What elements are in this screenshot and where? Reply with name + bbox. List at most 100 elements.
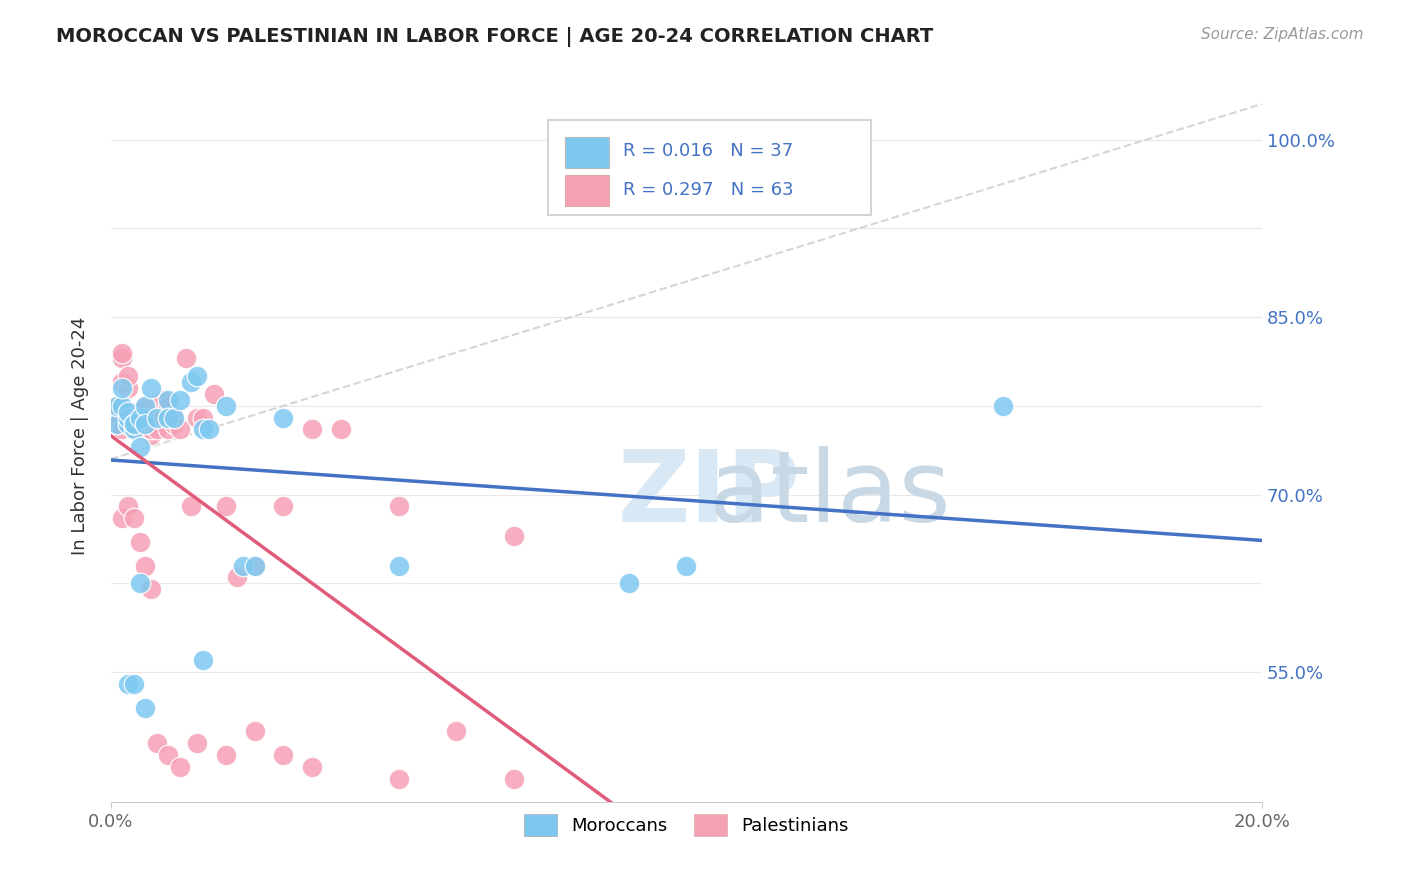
Text: MOROCCAN VS PALESTINIAN IN LABOR FORCE | AGE 20-24 CORRELATION CHART: MOROCCAN VS PALESTINIAN IN LABOR FORCE |… bbox=[56, 27, 934, 46]
Point bbox=[122, 511, 145, 525]
Point bbox=[191, 653, 214, 667]
Point bbox=[122, 410, 145, 425]
Point bbox=[128, 422, 150, 436]
Point bbox=[146, 410, 169, 425]
Point bbox=[139, 422, 162, 436]
Point bbox=[186, 369, 208, 384]
Point bbox=[128, 405, 150, 419]
Point bbox=[330, 422, 353, 436]
Point bbox=[122, 405, 145, 419]
Point bbox=[146, 422, 169, 436]
Point bbox=[122, 417, 145, 431]
Point bbox=[186, 410, 208, 425]
Point bbox=[134, 417, 156, 431]
Point bbox=[139, 582, 162, 597]
Point bbox=[152, 392, 174, 407]
Point bbox=[163, 410, 186, 425]
Point bbox=[117, 405, 139, 419]
Point bbox=[105, 417, 128, 431]
Point bbox=[163, 417, 186, 431]
Point bbox=[387, 558, 409, 573]
Point bbox=[180, 375, 202, 389]
Point bbox=[111, 511, 134, 525]
Point bbox=[215, 747, 238, 762]
Point bbox=[157, 422, 180, 436]
Point bbox=[139, 381, 162, 395]
Text: atlas: atlas bbox=[710, 446, 950, 542]
Point bbox=[157, 747, 180, 762]
Point bbox=[991, 399, 1014, 413]
Point bbox=[122, 422, 145, 436]
Point bbox=[111, 381, 134, 395]
Point bbox=[122, 417, 145, 431]
Point bbox=[128, 410, 150, 425]
Point bbox=[215, 500, 238, 514]
Point bbox=[180, 500, 202, 514]
Point bbox=[117, 417, 139, 431]
Point bbox=[202, 387, 225, 401]
Point bbox=[273, 500, 295, 514]
Point bbox=[117, 410, 139, 425]
Point bbox=[675, 558, 697, 573]
Point bbox=[134, 558, 156, 573]
Point bbox=[111, 399, 134, 413]
Point bbox=[243, 724, 266, 739]
Point bbox=[273, 747, 295, 762]
Point bbox=[111, 375, 134, 389]
Point bbox=[617, 576, 640, 591]
Point bbox=[134, 405, 156, 419]
Point bbox=[117, 369, 139, 384]
Text: R = 0.016   N = 37: R = 0.016 N = 37 bbox=[623, 143, 793, 161]
Legend: Moroccans, Palestinians: Moroccans, Palestinians bbox=[515, 805, 858, 845]
Y-axis label: In Labor Force | Age 20-24: In Labor Force | Age 20-24 bbox=[72, 316, 89, 555]
Point bbox=[111, 351, 134, 366]
Point bbox=[128, 410, 150, 425]
FancyBboxPatch shape bbox=[565, 136, 609, 168]
Point bbox=[128, 440, 150, 454]
Point bbox=[117, 500, 139, 514]
Point bbox=[387, 772, 409, 786]
Point bbox=[157, 410, 180, 425]
Point bbox=[134, 399, 156, 413]
Point bbox=[197, 422, 219, 436]
Point bbox=[134, 417, 156, 431]
Point bbox=[169, 392, 191, 407]
Point bbox=[139, 428, 162, 442]
Point bbox=[146, 736, 169, 750]
Point bbox=[169, 760, 191, 774]
Point bbox=[186, 736, 208, 750]
Point bbox=[169, 422, 191, 436]
Point bbox=[387, 500, 409, 514]
Point bbox=[444, 724, 467, 739]
Point bbox=[232, 558, 254, 573]
Point bbox=[105, 417, 128, 431]
Point bbox=[215, 399, 238, 413]
Point bbox=[502, 529, 524, 543]
Point bbox=[243, 558, 266, 573]
Point bbox=[111, 345, 134, 359]
Point bbox=[157, 399, 180, 413]
Point bbox=[122, 422, 145, 436]
Point bbox=[134, 700, 156, 714]
Point bbox=[117, 417, 139, 431]
Point bbox=[134, 399, 156, 413]
Point bbox=[163, 410, 186, 425]
Point bbox=[273, 410, 295, 425]
Point bbox=[243, 558, 266, 573]
Point bbox=[152, 410, 174, 425]
Point bbox=[128, 576, 150, 591]
Point bbox=[128, 417, 150, 431]
Point bbox=[146, 410, 169, 425]
Point bbox=[191, 410, 214, 425]
Point bbox=[111, 422, 134, 436]
Point bbox=[139, 410, 162, 425]
Point bbox=[117, 381, 139, 395]
Point bbox=[301, 422, 323, 436]
Point bbox=[301, 760, 323, 774]
FancyBboxPatch shape bbox=[548, 120, 870, 215]
Text: Source: ZipAtlas.com: Source: ZipAtlas.com bbox=[1201, 27, 1364, 42]
Text: R = 0.297   N = 63: R = 0.297 N = 63 bbox=[623, 181, 793, 199]
Point bbox=[174, 351, 197, 366]
Point bbox=[105, 405, 128, 419]
Point bbox=[122, 677, 145, 691]
